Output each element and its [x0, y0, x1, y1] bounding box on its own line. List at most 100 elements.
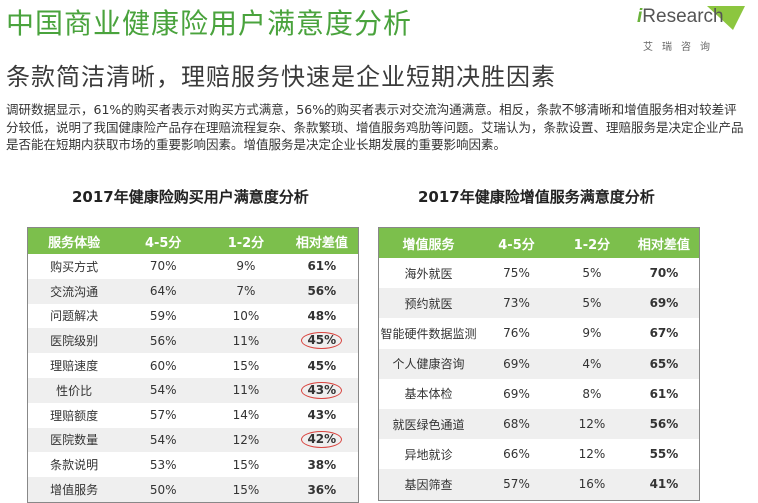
table-cell-diff: 45%: [286, 353, 359, 378]
page-subtitle: 条款简洁清晰，理赔服务快速是企业短期决胜因素: [6, 63, 556, 91]
table-cell-high: 57%: [149, 408, 177, 423]
table-row: 理赔速度 60% 15% 45%: [28, 353, 359, 378]
diff-value: 70%: [649, 266, 679, 281]
table-cell-name: 异地就诊: [404, 447, 453, 462]
table-cell-name: 就医绿色通道: [378, 408, 478, 440]
diff-value: 69%: [649, 296, 679, 311]
table-cell-name: 性价比: [27, 377, 121, 403]
table-cell-name: 问题解决: [50, 309, 99, 324]
table-cell-high: 76%: [503, 326, 530, 341]
table1-header-cell: 服务体验: [27, 227, 121, 254]
table-row: 医院数量 54% 12% 42%: [27, 427, 359, 453]
table-cell-diff: 43%: [285, 377, 359, 403]
table-cell-high: 66%: [503, 447, 530, 462]
logo-tagline: 艾瑞咨询: [643, 42, 719, 53]
table1-header-row: 服务体验 4-5分 1-2分 相对差值: [27, 227, 359, 254]
table-cell-low: 9%: [236, 259, 256, 274]
table-cell-name: 基本体检: [404, 387, 453, 402]
table-cell-diff: 61%: [286, 254, 359, 279]
table-cell-diff: 67%: [629, 318, 700, 348]
table-row: 智能硬件数据监测 76% 9% 67%: [379, 318, 700, 348]
table-cell-low: 11%: [206, 377, 286, 403]
table1-header-cell: 相对差值: [285, 227, 359, 254]
table-cell-name: 海外就医: [404, 266, 453, 281]
diff-value: 61%: [649, 386, 679, 401]
table-row: 性价比 54% 11% 43%: [27, 377, 359, 403]
table-cell-low: 8%: [582, 386, 602, 401]
logo-i: i: [637, 6, 643, 27]
table-row: 个人健康咨询 69% 4% 65%: [378, 348, 700, 379]
table-cell-high: 53%: [149, 457, 177, 472]
logo-wordmark: iResearch: [637, 6, 724, 28]
table-row: 基本体检 69% 8% 61%: [379, 379, 700, 409]
table-cell-high: 69%: [478, 348, 556, 379]
table-cell-high: 68%: [478, 408, 556, 440]
table-cell-diff: 41%: [628, 469, 700, 500]
circled-diff-value: 42%: [301, 431, 343, 449]
circled-diff-value: 43%: [301, 381, 343, 399]
table2-header-cell: 1-2分: [555, 227, 629, 258]
table-cell-high: 64%: [120, 278, 207, 304]
iresearch-logo: iResearch 艾瑞咨询: [637, 6, 747, 60]
table-cell-low: 10%: [232, 308, 260, 323]
intro-paragraph: 调研数据显示，61%的购买者表示对购买方式满意，56%的购买者表示对交流沟通满意…: [6, 102, 744, 152]
table-cell-diff: 48%: [286, 304, 359, 329]
table-cell-name: 理赔速度: [50, 359, 99, 374]
table-cell-name: 理赔额度: [50, 408, 99, 423]
diff-value: 55%: [649, 447, 679, 462]
diff-value: 56%: [649, 417, 679, 432]
table-cell-low: 4%: [555, 348, 629, 379]
diff-value: 67%: [649, 326, 679, 341]
table-cell-name: 医院级别: [27, 328, 121, 354]
table-cell-low: 12%: [555, 408, 629, 440]
table-cell-diff: 45%: [285, 328, 359, 354]
table-cell-low: 7%: [206, 278, 286, 304]
table-cell-low: 11%: [206, 328, 286, 354]
table-cell-diff: 61%: [629, 379, 700, 409]
table-cell-name: 个人健康咨询: [378, 348, 478, 379]
table-cell-diff: 38%: [286, 452, 359, 477]
table-cell-low: 16%: [555, 469, 629, 500]
table-cell-name: 智能硬件数据监测: [380, 326, 477, 341]
table-cell-low: 14%: [232, 408, 260, 423]
table-cell-low: 12%: [206, 427, 286, 453]
table-cell-low: 15%: [206, 477, 286, 503]
table-cell-diff: 56%: [628, 408, 700, 440]
table-row: 预约就医 73% 5% 69%: [378, 288, 700, 319]
table-cell-high: 59%: [149, 308, 177, 323]
table1-header-cell: 1-2分: [206, 227, 286, 254]
logo-research: Research: [642, 6, 724, 27]
diff-value: 48%: [307, 308, 337, 323]
table-row: 交流沟通 64% 7% 56%: [27, 278, 359, 304]
table1-header-cell: 4-5分: [120, 227, 207, 254]
table-cell-diff: 43%: [286, 403, 359, 428]
table-cell-name: 交流沟通: [27, 278, 121, 304]
diff-value: 65%: [649, 356, 679, 371]
diff-value: 36%: [307, 482, 337, 497]
table2-header-cell: 增值服务: [378, 227, 478, 258]
table-cell-diff: 56%: [285, 278, 359, 304]
diff-value: 41%: [649, 477, 679, 492]
circled-diff-value: 45%: [301, 332, 343, 350]
table-cell-name: 预约就医: [378, 288, 478, 319]
table-cell-high: 60%: [149, 358, 177, 373]
table-cell-name: 购买方式: [50, 259, 99, 274]
table2-header-cell: 4-5分: [478, 227, 556, 258]
table2-title: 2017年健康险增值服务满意度分析: [418, 188, 655, 206]
table-cell-high: 75%: [503, 266, 530, 281]
table-cell-diff: 69%: [628, 288, 700, 319]
table-cell-low: 9%: [582, 326, 602, 341]
table-cell-high: 57%: [478, 469, 556, 500]
page-title: 中国商业健康险用户满意度分析: [6, 7, 413, 40]
table-cell-low: 5%: [555, 288, 629, 319]
logo-swoosh-icon: [707, 6, 745, 30]
table-cell-name: 增值服务: [27, 477, 121, 503]
table-cell-low: 15%: [232, 457, 260, 472]
table-row: 购买方式 70% 9% 61%: [28, 254, 359, 279]
table-row: 条款说明 53% 15% 38%: [28, 452, 359, 477]
table-row: 增值服务 50% 15% 36%: [27, 477, 359, 503]
table-cell-high: 73%: [478, 288, 556, 319]
table-row: 问题解决 59% 10% 48%: [28, 304, 359, 329]
table-row: 基因筛查 57% 16% 41%: [378, 469, 700, 500]
table-row: 异地就诊 66% 12% 55%: [379, 439, 700, 469]
